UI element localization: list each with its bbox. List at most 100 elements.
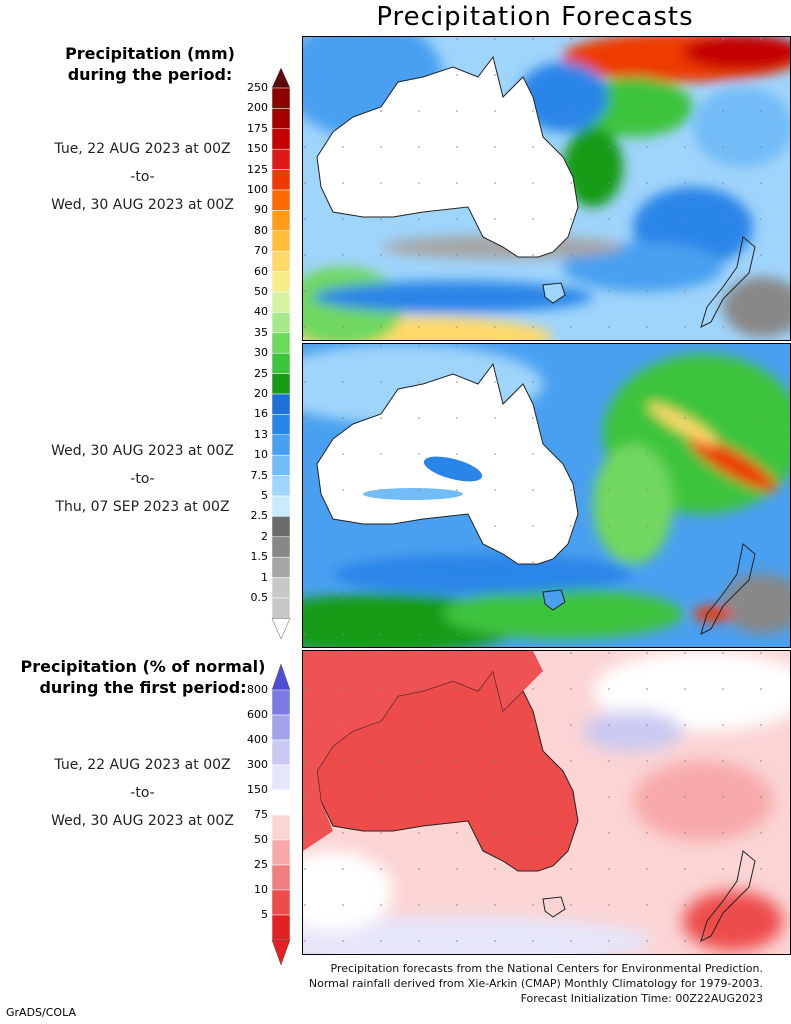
precip-colorbar-top-arrow [271,68,291,89]
precip-colorbar-swatch [271,128,291,150]
pct-colorbar-tick-label: 10 [254,883,268,896]
pct-colorbar-swatch [271,864,291,891]
pct-colorbar-tick-label: 300 [247,758,268,771]
pct-colorbar-swatch [271,789,291,816]
precip-colorbar-tick-label: 50 [254,285,268,298]
precip-colorbar-bottom-arrow [271,618,291,639]
pct-normal-map [302,650,791,955]
pct-colorbar-swatch [271,839,291,866]
precip-colorbar-tick-label: 250 [247,81,268,94]
footer-line2: Normal rainfall derived from Xie-Arkin (… [308,977,763,990]
pct-colorbar-tick-label: 50 [254,833,268,846]
precip-colorbar-graphic [271,68,291,639]
pct-colorbar-tick-label: 25 [254,858,268,871]
pct-colorbar-swatch [271,689,291,716]
precip-colorbar-tick-label: 13 [254,427,268,441]
precip-colorbar-swatch [271,250,291,272]
precip-colorbar-tick-label: 16 [254,407,268,421]
precip-colorbar-swatch [271,312,291,334]
precip-colorbar-swatch [271,434,291,456]
precip-colorbar-tick-label: 90 [254,203,268,217]
precip-colorbar-tick-label: 125 [247,162,268,176]
period3-end: Wed, 30 AUG 2023 at 00Z [51,813,234,829]
pct-colorbar-tick-label: 400 [247,733,268,746]
precip-colorbar-swatch [271,495,291,517]
precip-map-period1-image [303,37,790,340]
pct-colorbar-tick-label: 800 [247,683,268,696]
footer-line1: Precipitation forecasts from the Nationa… [330,962,764,975]
precip-colorbar-swatch [271,393,291,415]
precip-colorbar-swatch [271,556,291,578]
precip-colorbar-swatch [271,230,291,252]
precip-colorbar-swatch [271,291,291,313]
precip-colorbar-swatch [271,516,291,538]
period1-start: Tue, 22 AUG 2023 at 00Z [54,141,231,157]
precip-colorbar-tick-label: 35 [254,325,268,339]
precip-legend-heading-line2: during the period: [67,65,233,84]
pct-legend-heading-line2: during the first period: [39,678,247,697]
precip-colorbar-tick-label: 25 [254,366,268,380]
precip-colorbar-swatch [271,271,291,293]
precip-colorbar-swatch [271,373,291,395]
credit-label: GrADS/COLA [6,1006,76,1019]
precip-colorbar-swatch [271,148,291,170]
precip-colorbar-tick-label: 0.5 [250,591,269,604]
precip-map-period1 [302,36,791,341]
pct-legend-heading-line1: Precipitation (% of normal) [20,657,266,676]
precip-colorbar-swatch [271,87,291,109]
precip-colorbar-swatch [271,454,291,476]
precip-colorbar-tick-label: 2.5 [250,509,269,523]
period2-sep: -to- [130,471,155,487]
precip-colorbar-tick-label: 80 [254,223,268,237]
precip-colorbar-tick-label: 5 [261,489,268,502]
precip-colorbar-tick-label: 1 [261,570,268,584]
pct-colorbar-tick-label: 600 [247,708,268,721]
precip-colorbar-tick-label: 60 [254,264,268,278]
precip-colorbar-swatch [271,189,291,211]
pct-colorbar-top-arrow [271,664,291,691]
precip-legend-heading-line1: Precipitation (mm) [65,44,235,63]
period2-end: Thu, 07 SEP 2023 at 00Z [55,499,230,515]
pct-normal-map-image [303,651,790,954]
precip-colorbar-swatch [271,108,291,130]
pct-colorbar-swatch [271,764,291,791]
pct-colorbar-tick-label: 5 [261,908,268,921]
pct-colorbar-tick-label: 150 [247,783,268,796]
pct-colorbar-swatch [271,914,291,941]
precip-colorbar-tick-label: 40 [254,305,268,319]
period3-label: Tue, 22 AUG 2023 at 00Z -to- Wed, 30 AUG… [20,757,265,829]
precip-colorbar-tick-label: 1.5 [250,550,269,564]
precip-legend-heading: Precipitation (mm) during the period: [20,43,280,85]
pct-colorbar-swatch [271,739,291,766]
period3-sep: -to- [130,785,155,801]
footer-line3: Forecast Initialization Time: 00Z22AUG20… [520,992,763,1005]
page-title: Precipitation Forecasts [376,2,694,32]
period3-start: Tue, 22 AUG 2023 at 00Z [54,757,231,773]
precip-map-period2 [302,343,791,648]
precip-colorbar-swatch [271,352,291,374]
precip-colorbar-tick-label: 2 [261,529,268,543]
period2-label: Wed, 30 AUG 2023 at 00Z -to- Thu, 07 SEP… [20,443,265,515]
precip-colorbar-swatch [271,536,291,558]
precip-colorbar-swatch [271,169,291,191]
period1-label: Tue, 22 AUG 2023 at 00Z -to- Wed, 30 AUG… [20,141,265,213]
pct-colorbar-swatch [271,714,291,741]
footer-notes: Precipitation forecasts from the Nationa… [309,961,763,1006]
precip-colorbar-tick-label: 30 [254,346,268,360]
precip-colorbar-tick-label: 10 [254,448,268,462]
precip-colorbar-swatch [271,210,291,232]
precip-colorbar-tick-label: 175 [247,121,268,135]
pct-colorbar-tick-label: 75 [254,808,268,821]
precip-colorbar-tick-label: 7.5 [250,468,269,482]
pct-legend-heading: Precipitation (% of normal) during the f… [12,656,274,698]
period1-sep: -to- [130,169,155,185]
period2-start: Wed, 30 AUG 2023 at 00Z [51,443,234,459]
pct-colorbar-bottom-arrow [271,939,291,965]
precip-colorbar-tick-label: 100 [247,183,268,196]
precip-colorbar-swatch [271,414,291,436]
precip-colorbar-swatch [271,475,291,497]
precip-colorbar-tick-label: 20 [254,387,268,400]
pct-colorbar-graphic [271,664,291,965]
pct-colorbar-swatch [271,889,291,916]
precip-colorbar-swatch [271,332,291,354]
